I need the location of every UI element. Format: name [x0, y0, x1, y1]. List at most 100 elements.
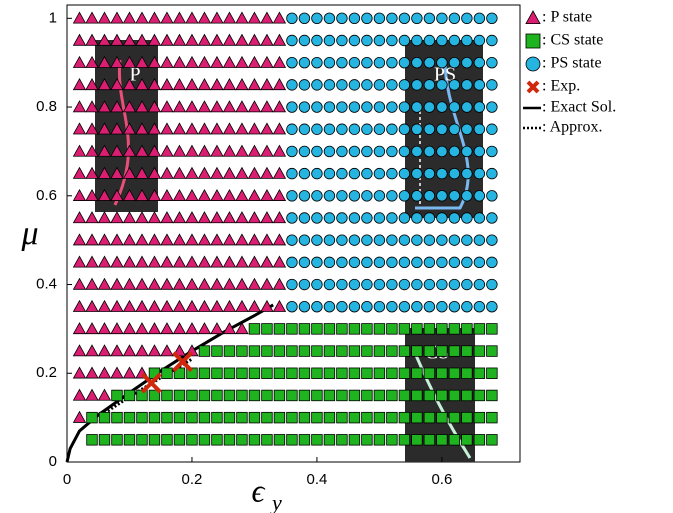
circle-marker	[449, 80, 460, 91]
circle-marker	[399, 146, 410, 157]
triangle-marker	[211, 57, 223, 68]
triangle-marker	[173, 323, 185, 334]
square-marker	[112, 412, 123, 423]
triangle-marker	[236, 256, 248, 267]
triangle-marker	[73, 367, 85, 378]
circle-marker	[387, 80, 398, 91]
circle-marker	[399, 257, 410, 268]
square-marker	[474, 368, 485, 379]
triangle-marker	[236, 234, 248, 245]
triangle-marker	[186, 279, 198, 290]
circle-marker	[424, 257, 435, 268]
square-marker	[424, 390, 435, 401]
circle-marker	[449, 57, 460, 68]
triangle-marker	[273, 101, 285, 112]
circle-marker	[449, 168, 460, 179]
triangle-marker	[236, 301, 248, 312]
circle-marker	[449, 235, 460, 246]
y-tick-label: 0	[49, 453, 57, 470]
triangle-marker	[211, 301, 223, 312]
square-marker	[212, 412, 223, 423]
circle-marker	[399, 235, 410, 246]
triangle-marker	[73, 212, 85, 223]
triangle-marker	[161, 101, 173, 112]
circle-marker	[437, 80, 448, 91]
square-marker	[112, 435, 123, 446]
triangle-marker	[173, 145, 185, 156]
y-tick-label: 0.6	[36, 187, 57, 204]
triangle-marker	[148, 12, 160, 23]
circle-marker	[349, 57, 360, 68]
x-axis-label: ϵ	[252, 472, 266, 508]
triangle-marker	[73, 12, 85, 23]
square-marker	[199, 368, 210, 379]
y-axis-label: μ	[20, 215, 38, 252]
circle-marker	[337, 190, 348, 201]
triangle-marker	[86, 323, 98, 334]
circle-marker	[374, 13, 385, 24]
square-marker	[262, 324, 273, 335]
triangle-marker	[236, 34, 248, 45]
square-marker	[424, 412, 435, 423]
square-marker	[199, 390, 210, 401]
circle-marker	[312, 35, 323, 46]
triangle-marker	[248, 101, 260, 112]
square-marker	[274, 412, 285, 423]
circle-marker	[299, 146, 310, 157]
circle-marker	[424, 102, 435, 113]
circle-marker	[337, 80, 348, 91]
square-marker	[274, 346, 285, 357]
triangle-marker	[223, 301, 235, 312]
circle-marker	[449, 190, 460, 201]
legend-label: : Exp.	[542, 78, 580, 95]
circle-marker	[474, 301, 485, 312]
circle-marker	[312, 279, 323, 290]
square-marker	[349, 346, 360, 357]
square-marker	[399, 368, 410, 379]
square-marker	[437, 412, 448, 423]
circle-marker	[337, 13, 348, 24]
square-marker	[424, 368, 435, 379]
square-marker	[262, 346, 273, 357]
circle-marker	[324, 213, 335, 224]
circle-marker	[437, 146, 448, 157]
square-marker	[312, 324, 323, 335]
square-marker	[262, 412, 273, 423]
square-marker	[399, 435, 410, 446]
triangle-marker	[248, 145, 260, 156]
square-marker	[224, 435, 235, 446]
square-marker	[449, 324, 460, 335]
square-marker	[399, 390, 410, 401]
triangle-marker	[161, 57, 173, 68]
triangle-marker	[86, 389, 98, 400]
circle-marker	[299, 257, 310, 268]
circle-marker	[437, 257, 448, 268]
circle-marker	[362, 57, 373, 68]
triangle-marker	[98, 301, 110, 312]
triangle-marker	[98, 279, 110, 290]
circle-marker	[449, 301, 460, 312]
triangle-marker	[236, 168, 248, 179]
triangle-marker	[98, 367, 110, 378]
triangle-marker	[273, 123, 285, 134]
triangle-marker	[273, 34, 285, 45]
triangle-marker	[186, 123, 198, 134]
triangle-marker	[173, 101, 185, 112]
triangle-marker	[186, 323, 198, 334]
chart: PPSCS μ ϵ y : P state: CS state: PS stat…	[0, 0, 673, 513]
square-marker	[312, 368, 323, 379]
circle-marker	[299, 35, 310, 46]
triangle-marker	[211, 101, 223, 112]
triangle-marker	[73, 412, 85, 423]
triangle-marker	[136, 279, 148, 290]
triangle-marker	[73, 123, 85, 134]
circle-marker	[474, 102, 485, 113]
square-marker	[374, 412, 385, 423]
triangle-marker	[98, 212, 110, 223]
circle-marker	[387, 13, 398, 24]
square-marker	[462, 412, 473, 423]
circle-marker	[437, 235, 448, 246]
triangle-marker	[111, 12, 123, 23]
x-marker	[528, 82, 538, 92]
circle-marker	[399, 213, 410, 224]
